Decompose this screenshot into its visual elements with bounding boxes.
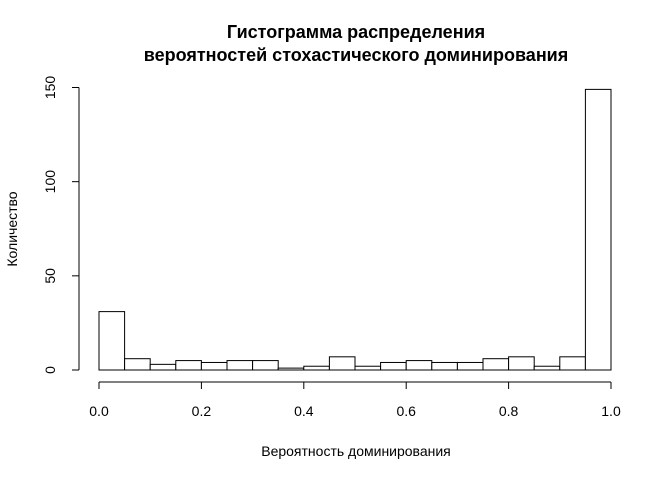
x-tick-label: 0.6 (396, 403, 416, 419)
histogram-bar (277, 367, 305, 371)
x-axis-label: Вероятность доминирования (261, 443, 451, 459)
histogram-bar (200, 361, 228, 371)
histogram-bar (456, 361, 484, 371)
x-tick-label: 0.0 (89, 403, 109, 419)
y-tick-label: 100 (42, 170, 58, 194)
histogram-bar (354, 365, 382, 371)
x-tick-label: 1.0 (601, 403, 621, 419)
x-tick-label: 0.4 (294, 403, 314, 419)
histogram-bar (252, 360, 279, 371)
histogram-bar (328, 356, 356, 371)
histogram-bars (98, 88, 612, 371)
histogram-bar (380, 361, 407, 371)
histogram-bar (431, 361, 458, 371)
histogram-bar (508, 356, 535, 371)
histogram-bar (482, 358, 510, 371)
y-tick-label: 150 (42, 76, 58, 100)
x-tick-label: 0.2 (192, 403, 212, 419)
y-tick-label: 50 (42, 268, 58, 284)
y-tick-label: 0 (42, 366, 58, 374)
chart-title-line-1: Гистограмма распределения (227, 22, 485, 42)
histogram-bar (175, 360, 202, 371)
histogram-bar (226, 360, 254, 371)
histogram-bar (584, 88, 612, 371)
chart-title-line-2: вероятностей стохастического доминирован… (144, 45, 569, 65)
histogram-bar (303, 365, 330, 371)
histogram-bar (559, 356, 586, 371)
histogram-bar (149, 363, 177, 371)
x-tick-label: 0.8 (499, 403, 519, 419)
histogram-bar (124, 358, 151, 371)
histogram-bar (405, 360, 433, 371)
y-axis: 0 50 100 150 (42, 76, 80, 374)
histogram-bar (533, 365, 561, 371)
x-axis: 0.0 0.2 0.4 0.6 0.8 1.0 (89, 381, 621, 419)
histogram-bar (98, 311, 126, 371)
y-axis-label: Количество (4, 191, 20, 266)
